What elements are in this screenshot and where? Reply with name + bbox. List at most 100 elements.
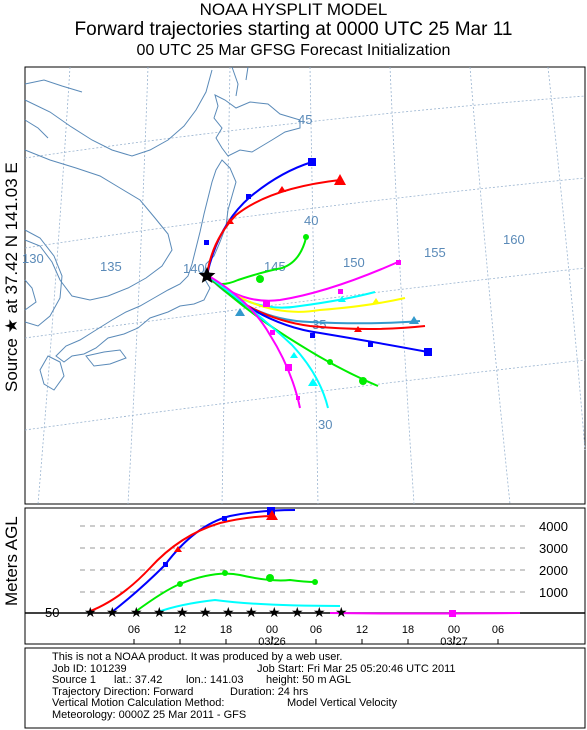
trajectory-cyan-south bbox=[206, 274, 329, 409]
height-green bbox=[134, 572, 316, 613]
triangle-marker bbox=[409, 316, 419, 324]
info-frame bbox=[24, 647, 586, 729]
time-star-icon: ★ bbox=[106, 604, 119, 620]
triangle-marker bbox=[174, 546, 182, 552]
x-tick-label: 12 bbox=[174, 624, 186, 636]
height-cyan bbox=[157, 598, 341, 613]
meteorology: Meteorology: 0000Z 25 Mar 2011 - GFS bbox=[52, 708, 247, 721]
trajectory-direction: Trajectory Direction: Forward bbox=[52, 685, 194, 698]
forecast-init-line: 00 UTC 25 Mar GFSG Forecast Initializati… bbox=[136, 42, 451, 59]
time-stars: ★ ★ ★ ★ ★ ★ ★ ★ ★ ★ ★ ★ bbox=[84, 604, 348, 620]
x-ticks bbox=[133, 636, 499, 644]
time-star-icon: ★ bbox=[130, 604, 143, 620]
y-tick-labels: 4000 3000 2000 1000 bbox=[539, 519, 568, 600]
square-marker bbox=[310, 333, 315, 338]
square-marker bbox=[338, 289, 343, 294]
lat-label: 40 bbox=[304, 213, 318, 228]
height-trajectories bbox=[87, 509, 521, 615]
square-marker bbox=[285, 364, 292, 371]
height-red bbox=[87, 515, 276, 613]
square-marker bbox=[204, 240, 209, 245]
time-star-icon: ★ bbox=[335, 604, 348, 620]
source-lon: lon.: 141.03 bbox=[186, 674, 244, 687]
triangle-marker bbox=[266, 510, 278, 520]
circle-marker bbox=[256, 275, 264, 283]
source-lat: lat.: 37.42 bbox=[114, 674, 163, 687]
map-trajectories bbox=[206, 161, 429, 409]
x-tick-label: 00 bbox=[448, 624, 460, 636]
vertical-motion-method: Vertical Motion Calculation Method: bbox=[52, 697, 225, 710]
x-tick-label: 18 bbox=[402, 624, 414, 636]
vertical-motion-value: Model Vertical Velocity bbox=[287, 697, 398, 710]
time-star-icon: ★ bbox=[84, 604, 97, 620]
triangle-marker bbox=[278, 186, 286, 192]
triangle-marker bbox=[308, 378, 318, 386]
lon-label: 140 bbox=[183, 261, 205, 276]
trajectory-magenta-south bbox=[206, 274, 301, 409]
disclaimer-text: This is not a NOAA product. It was produ… bbox=[52, 651, 343, 663]
x-tick-labels: 06 12 18 00 06 12 18 00 06 03/26 03/27 bbox=[128, 624, 504, 648]
lon-label: 160 bbox=[503, 232, 525, 247]
circle-marker bbox=[177, 581, 183, 587]
circle-marker bbox=[327, 359, 333, 365]
triangle-marker bbox=[235, 308, 245, 316]
trajectory-red-north bbox=[206, 179, 341, 276]
square-marker bbox=[449, 610, 456, 617]
square-marker bbox=[296, 396, 300, 400]
lon-label: 135 bbox=[100, 259, 122, 274]
x-tick-label: 18 bbox=[220, 624, 232, 636]
height-markers bbox=[163, 507, 456, 617]
lat-label: 45 bbox=[298, 112, 312, 127]
square-marker bbox=[308, 158, 316, 166]
square-marker bbox=[222, 516, 227, 521]
plot-title: NOAA HYSPLIT MODEL bbox=[199, 0, 388, 19]
y-tick-label: 3000 bbox=[539, 541, 568, 556]
trajectory-green-se bbox=[206, 274, 379, 387]
triangle-marker bbox=[354, 326, 362, 332]
date-label: 03/27 bbox=[440, 636, 468, 648]
time-star-icon: ★ bbox=[176, 604, 189, 620]
job-start: Job Start: Fri Mar 25 05:20:46 UTC 2011 bbox=[257, 662, 456, 675]
time-star-icon: ★ bbox=[291, 604, 304, 620]
triangle-marker bbox=[290, 352, 298, 358]
time-star-icon: ★ bbox=[153, 604, 166, 620]
coastlines bbox=[24, 66, 301, 391]
square-marker bbox=[270, 330, 275, 335]
x-tick-label: 06 bbox=[492, 624, 504, 636]
lon-label: 155 bbox=[424, 245, 446, 260]
plot-subtitle: Forward trajectories starting at 0000 UT… bbox=[74, 19, 513, 40]
circle-marker bbox=[359, 377, 367, 385]
height-frame bbox=[24, 507, 586, 645]
height-magenta bbox=[329, 612, 521, 615]
lat-label: 30 bbox=[318, 417, 332, 432]
circle-marker bbox=[266, 574, 274, 582]
triangle-marker bbox=[334, 174, 346, 185]
circle-marker bbox=[312, 579, 318, 585]
square-marker bbox=[424, 348, 432, 356]
time-star-icon: ★ bbox=[268, 604, 281, 620]
duration: Duration: 24 hrs bbox=[230, 685, 309, 698]
square-marker bbox=[263, 300, 270, 307]
triangle-marker bbox=[372, 298, 380, 304]
time-star-icon: ★ bbox=[199, 604, 212, 620]
square-marker bbox=[246, 194, 251, 199]
map-frame bbox=[24, 66, 586, 505]
x-tick-label: 06 bbox=[310, 624, 322, 636]
triangle-marker bbox=[226, 218, 234, 224]
lat-label: 35 bbox=[312, 317, 326, 332]
time-star-icon: ★ bbox=[245, 604, 258, 620]
square-marker bbox=[267, 507, 275, 515]
source-height: height: 50 m AGL bbox=[266, 674, 351, 687]
circle-marker bbox=[303, 234, 309, 240]
time-star-icon: ★ bbox=[313, 604, 326, 620]
source-height-label: 50 bbox=[45, 605, 59, 620]
lon-label: 150 bbox=[343, 255, 365, 270]
square-marker bbox=[368, 342, 373, 347]
source-number: Source 1 bbox=[52, 674, 97, 687]
date-label: 03/26 bbox=[258, 636, 286, 648]
square-marker bbox=[163, 562, 168, 567]
lat-labels: 45 40 35 30 bbox=[298, 112, 332, 432]
job-id: Job ID: 101239 bbox=[52, 662, 127, 675]
circle-marker bbox=[222, 570, 228, 576]
